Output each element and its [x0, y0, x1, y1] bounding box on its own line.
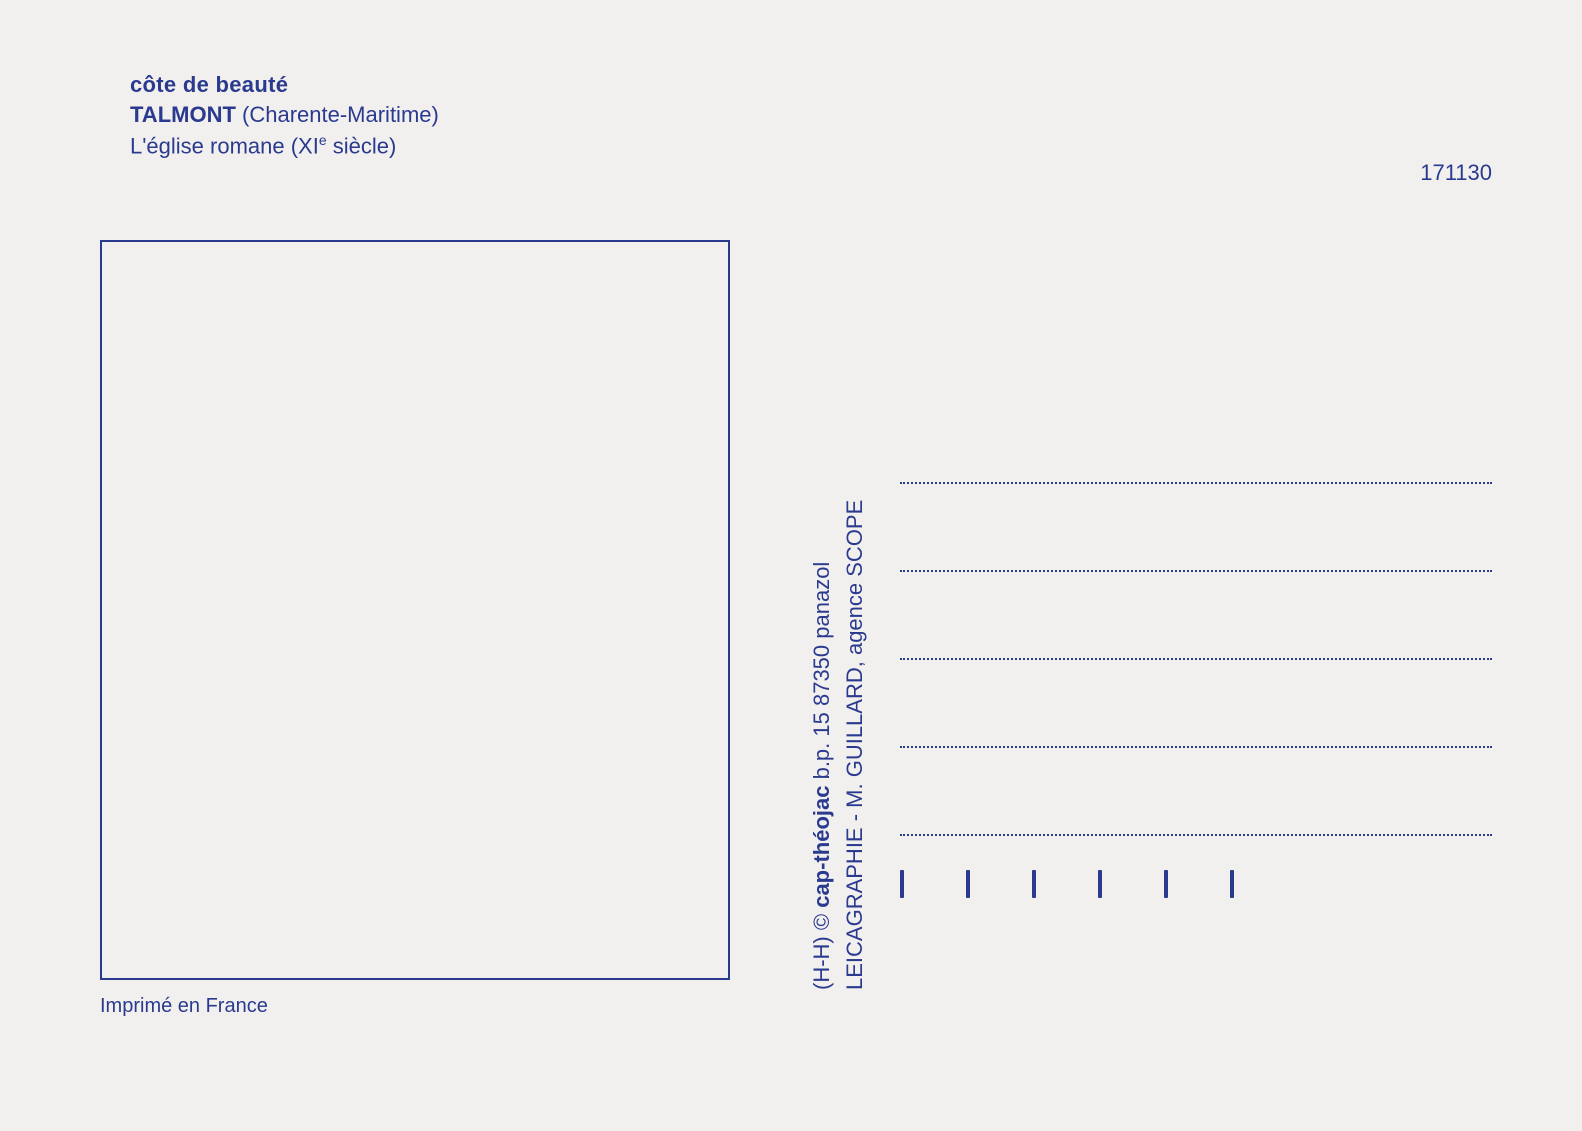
reference-number: 171130	[1420, 160, 1492, 186]
imprint-text: Imprimé en France	[100, 995, 268, 1018]
postcode-tick	[1164, 870, 1168, 898]
address-line	[900, 704, 1492, 748]
caption-line-2: TALMONT (Charente-Maritime)	[130, 102, 439, 128]
publisher-address: b.p. 15 87350 panazol	[809, 562, 834, 786]
caption-block: côte de beauté TALMONT (Charente-Maritim…	[130, 72, 439, 159]
caption-subject-pre: L'église romane (XI	[130, 133, 319, 158]
message-box	[100, 240, 730, 980]
publisher-line-1: (H-H) © cap-théojac b.p. 15 87350 panazo…	[805, 250, 838, 990]
address-line	[900, 792, 1492, 836]
postcode-tick	[1230, 870, 1234, 898]
caption-line-1: côte de beauté	[130, 72, 439, 98]
publisher-name: cap-théojac	[809, 786, 834, 908]
postcode-tick	[1098, 870, 1102, 898]
caption-ordinal-sup: e	[319, 132, 327, 148]
publisher-line-2: LEICAGRAPHIE - M. GUILLARD, agence SCOPE	[838, 250, 871, 990]
caption-place-name: TALMONT	[130, 102, 236, 127]
postcode-ticks	[900, 870, 1234, 898]
postcode-tick	[1032, 870, 1036, 898]
caption-subject-post: siècle)	[327, 133, 397, 158]
publisher-prefix: (H-H) ©	[809, 908, 834, 990]
address-line	[900, 616, 1492, 660]
address-line	[900, 440, 1492, 484]
caption-region: (Charente-Maritime)	[236, 102, 439, 127]
address-line	[900, 528, 1492, 572]
postcard-back: côte de beauté TALMONT (Charente-Maritim…	[0, 0, 1582, 1131]
publisher-credits: (H-H) © cap-théojac b.p. 15 87350 panazo…	[805, 250, 871, 990]
address-lines	[900, 440, 1492, 880]
postcode-tick	[900, 870, 904, 898]
caption-line-3: L'église romane (XIe siècle)	[130, 132, 439, 159]
postcode-tick	[966, 870, 970, 898]
